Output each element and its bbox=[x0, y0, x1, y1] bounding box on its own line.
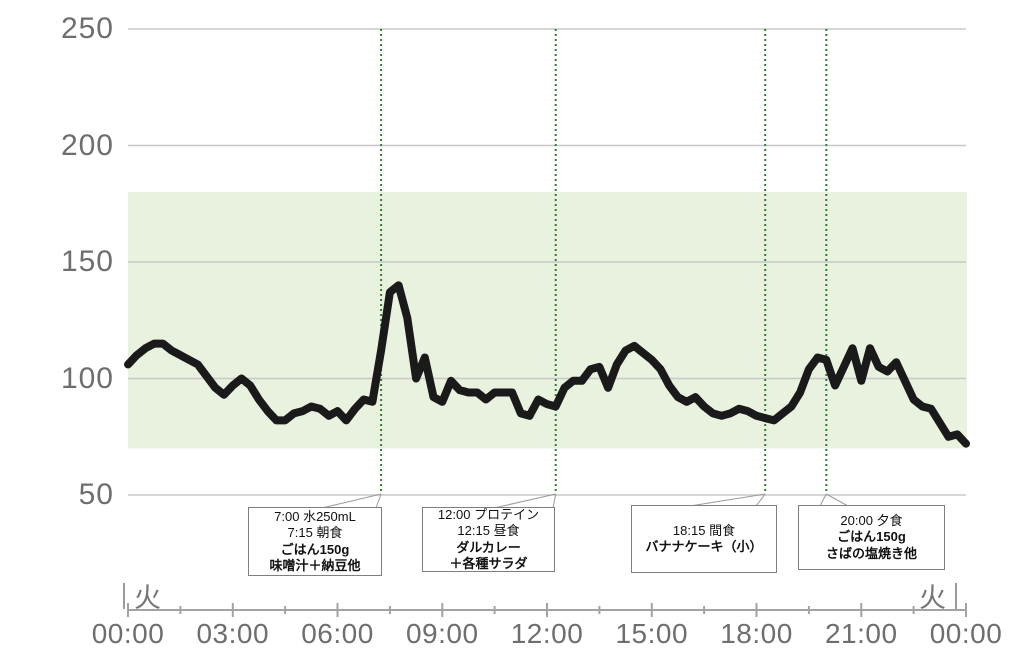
x-axis-label-2: 06:00 bbox=[301, 618, 374, 649]
meal-annotation-box-2: 12:00 プロテイン 12:15 昼食 ダルカレー ＋各種サラダ bbox=[422, 507, 555, 572]
annotation-text-line: 7:15 朝食 bbox=[287, 525, 343, 540]
annotation-leader-line bbox=[493, 493, 556, 509]
annotation-text-line: ダルカレー bbox=[456, 539, 521, 555]
day-range-end-bar bbox=[955, 582, 957, 609]
annotation-text-line: 20:00 夕食 bbox=[840, 512, 903, 528]
meal-annotation-box-4: 20:00 夕食 ごはん150g さばの塩焼き他 bbox=[798, 505, 945, 570]
annotation-leader-line bbox=[755, 493, 766, 507]
annotation-text-line: バナナケーキ（小） bbox=[645, 539, 763, 554]
y-axis-label-250: 250 bbox=[60, 12, 114, 45]
annotation-text-line: 12:00 プロテイン bbox=[437, 506, 540, 522]
annotation-leader-line bbox=[689, 493, 766, 507]
x-axis-label-5: 15:00 bbox=[615, 618, 689, 649]
annotation-text-line: 7:00 水250mL bbox=[274, 508, 356, 524]
glucose-curve bbox=[124, 281, 970, 448]
day-label-left: 火 bbox=[134, 583, 161, 613]
annotation-leader-line bbox=[552, 493, 557, 509]
x-axis-label-3: 09:00 bbox=[405, 618, 479, 649]
x-axis-label-6: 18:00 bbox=[720, 618, 793, 649]
annotation-leader-line bbox=[375, 493, 382, 509]
annotation-leader-line bbox=[819, 493, 827, 507]
x-axis-label-7: 21:00 bbox=[824, 618, 898, 649]
day-label-right: 火 bbox=[919, 583, 946, 613]
annotation-text-line: 12:15 昼食 bbox=[457, 523, 520, 538]
day-marker-left: 火 bbox=[123, 576, 161, 615]
annotation-leader-line bbox=[826, 493, 849, 507]
annotation-text-line: ごはん150g bbox=[280, 541, 350, 557]
annotation-text-line: 味噌汁＋納豆他 bbox=[269, 558, 361, 573]
x-axis-label-1: 03:00 bbox=[196, 618, 270, 649]
annotation-leader-line bbox=[321, 493, 382, 509]
y-axis-label-50: 50 bbox=[78, 478, 114, 511]
annotation-text-line: 18:15 間食 bbox=[672, 522, 736, 538]
meal-annotation-box-1: 7:00 水250mL 7:15 朝食 ごはん150g 味噌汁＋納豆他 bbox=[248, 507, 382, 576]
meal-annotation-box-3: 18:15 間食 バナナケーキ（小） bbox=[631, 505, 777, 573]
x-axis-label-0: 00:00 bbox=[91, 618, 165, 649]
target-range-band bbox=[128, 192, 967, 449]
x-axis-label-8: 00:00 bbox=[929, 618, 1003, 649]
annotation-text-line: さばの塩焼き他 bbox=[825, 545, 917, 561]
day-range-start-bar bbox=[123, 582, 125, 609]
y-axis-label-150: 150 bbox=[60, 245, 114, 278]
y-axis-label-200: 200 bbox=[60, 128, 114, 162]
annotation-text-line: ごはん150g bbox=[837, 529, 906, 545]
x-axis-label-4: 12:00 bbox=[510, 618, 584, 649]
y-axis-label-100: 100 bbox=[60, 361, 114, 395]
day-marker-right: 火 bbox=[919, 576, 957, 615]
annotation-text-line: ＋各種サラダ bbox=[449, 556, 528, 571]
